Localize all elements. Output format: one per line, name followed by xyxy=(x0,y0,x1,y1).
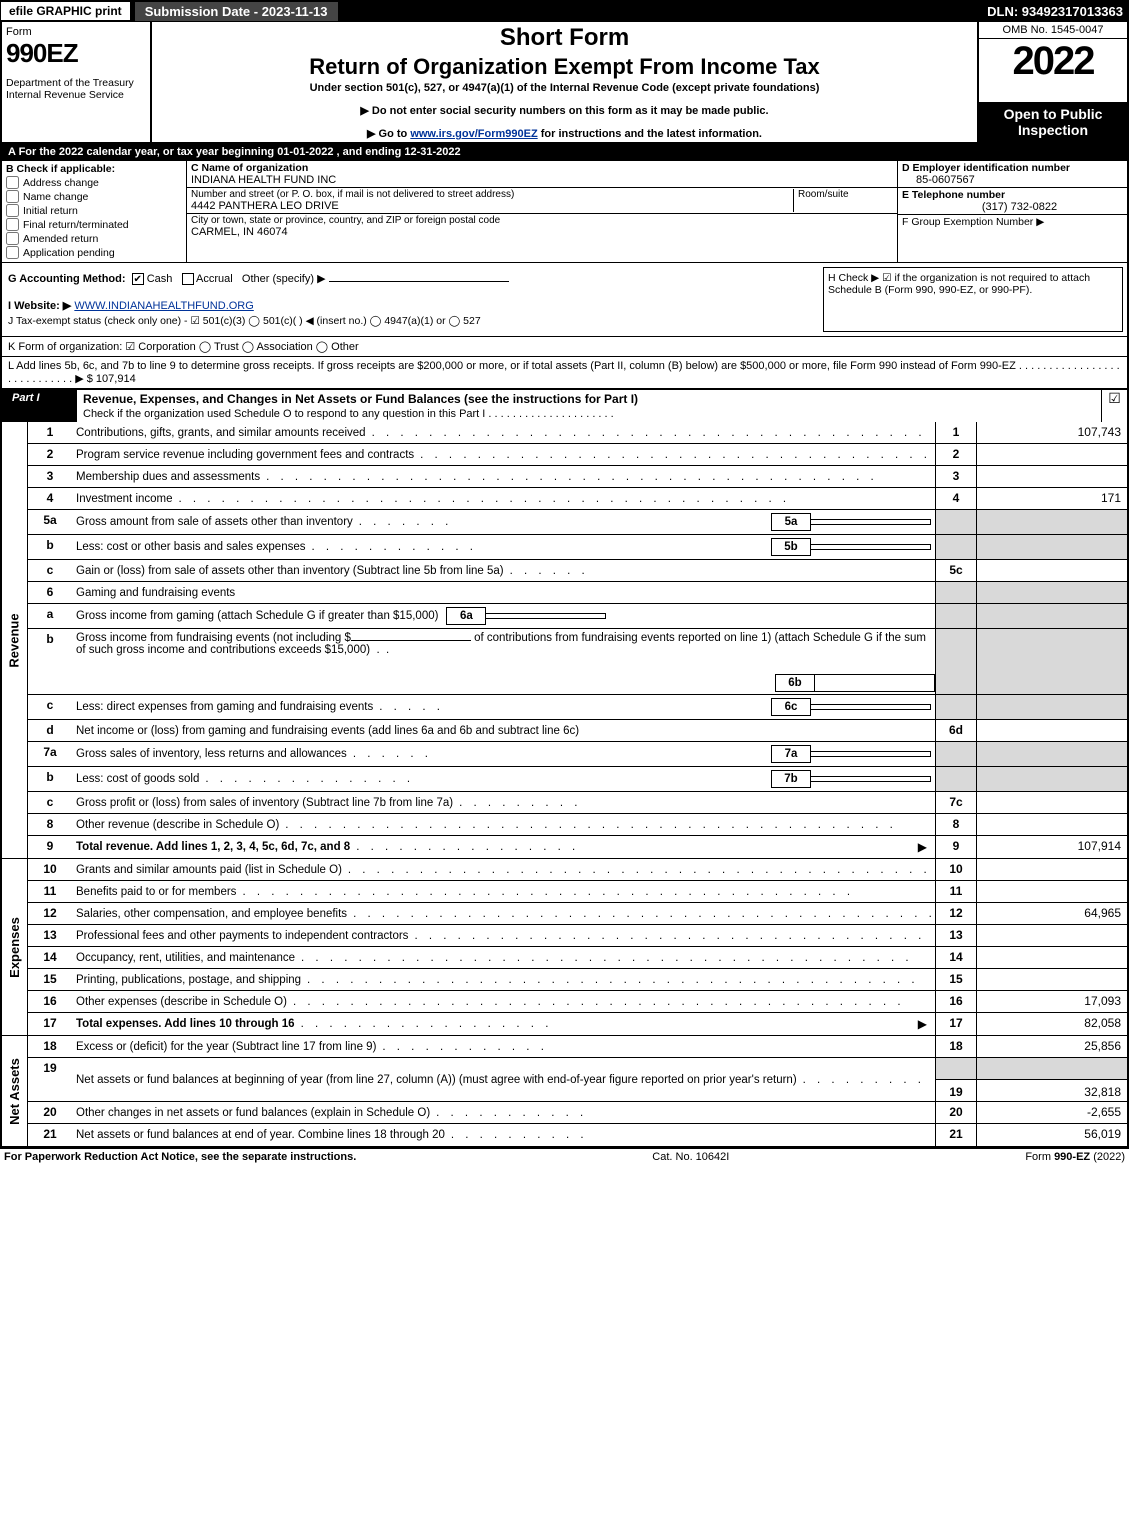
header-right: OMB No. 1545-0047 2022 Open to Public In… xyxy=(977,22,1127,142)
efile-print-button[interactable]: efile GRAPHIC print xyxy=(0,1,131,21)
revenue-section: Revenue 1Contributions, gifts, grants, a… xyxy=(0,422,1129,859)
tax-year: 2022 xyxy=(979,39,1127,102)
c-name-label: C Name of organization xyxy=(191,162,887,174)
val-20: -2,655 xyxy=(977,1102,1127,1123)
telephone: (317) 732-0822 xyxy=(916,201,1123,213)
cb-accrual[interactable] xyxy=(182,273,194,285)
val-5c xyxy=(977,560,1127,581)
line-l: L Add lines 5b, 6c, and 7b to line 9 to … xyxy=(0,357,1129,390)
form-header: Form 990EZ Department of the Treasury In… xyxy=(0,22,1129,144)
org-city: CARMEL, IN 46074 xyxy=(191,226,500,238)
org-address: 4442 PANTHERA LEO DRIVE xyxy=(191,200,793,212)
return-title: Return of Organization Exempt From Incom… xyxy=(160,54,969,80)
val-4: 171 xyxy=(977,488,1127,509)
b-label: B Check if applicable: xyxy=(6,163,182,175)
val-16: 17,093 xyxy=(977,991,1127,1012)
goto-post: for instructions and the latest informat… xyxy=(538,128,762,140)
goto-pre: ▶ Go to xyxy=(367,128,410,140)
form-number: 990EZ xyxy=(6,38,146,69)
val-11 xyxy=(977,881,1127,902)
val-10 xyxy=(977,859,1127,880)
room-label: Room/suite xyxy=(798,189,893,200)
irs-link[interactable]: www.irs.gov/Form990EZ xyxy=(410,128,537,140)
block-bcdef: B Check if applicable: Address change Na… xyxy=(0,161,1129,263)
i-website-label: I Website: ▶ xyxy=(8,300,71,312)
page-footer: For Paperwork Reduction Act Notice, see … xyxy=(0,1148,1129,1165)
val-7c xyxy=(977,792,1127,813)
e-label: E Telephone number xyxy=(902,189,1123,201)
cb-initial-return[interactable]: Initial return xyxy=(6,204,182,217)
val-3 xyxy=(977,466,1127,487)
website-link[interactable]: WWW.INDIANAHEALTHFUND.ORG xyxy=(74,300,253,312)
f-label: F Group Exemption Number ▶ xyxy=(902,216,1123,228)
section-de: D Employer identification number 85-0607… xyxy=(897,161,1127,262)
part1-header: Part I Revenue, Expenses, and Changes in… xyxy=(0,390,1129,422)
cb-address-change[interactable]: Address change xyxy=(6,176,182,189)
val-2 xyxy=(977,444,1127,465)
dln: DLN: 93492317013363 xyxy=(987,4,1129,19)
val-12: 64,965 xyxy=(977,903,1127,924)
val-14 xyxy=(977,947,1127,968)
cb-amended-return[interactable]: Amended return xyxy=(6,232,182,245)
cb-application-pending[interactable]: Application pending xyxy=(6,246,182,259)
val-15 xyxy=(977,969,1127,990)
expenses-sidelabel: Expenses xyxy=(2,859,28,1035)
cb-name-change[interactable]: Name change xyxy=(6,190,182,203)
form-label: Form xyxy=(6,26,146,38)
val-1: 107,743 xyxy=(977,422,1127,443)
short-form-title: Short Form xyxy=(160,24,969,52)
gross-receipts: 107,914 xyxy=(93,373,136,385)
val-13 xyxy=(977,925,1127,946)
c-city-label: City or town, state or province, country… xyxy=(191,215,500,226)
part1-label: Part I xyxy=(2,390,77,422)
netassets-section: Net Assets 18Excess or (deficit) for the… xyxy=(0,1036,1129,1148)
submission-date: Submission Date - 2023-11-13 xyxy=(135,2,338,21)
header-center: Short Form Return of Organization Exempt… xyxy=(152,22,977,142)
department: Department of the Treasury Internal Reve… xyxy=(6,77,146,101)
section-c: C Name of organization INDIANA HEALTH FU… xyxy=(187,161,897,262)
header-left: Form 990EZ Department of the Treasury In… xyxy=(2,22,152,142)
block-ghij: G Accounting Method: Cash Accrual Other … xyxy=(0,263,1129,337)
c-addr-label: Number and street (or P. O. box, if mail… xyxy=(191,189,793,200)
part1-checkbox[interactable]: ☑ xyxy=(1101,390,1127,422)
cb-final-return[interactable]: Final return/terminated xyxy=(6,218,182,231)
val-17: 82,058 xyxy=(977,1013,1127,1035)
under-section: Under section 501(c), 527, or 4947(a)(1)… xyxy=(160,82,969,94)
val-6d xyxy=(977,720,1127,741)
omb-number: OMB No. 1545-0047 xyxy=(979,22,1127,39)
cb-cash[interactable] xyxy=(132,273,144,285)
val-18: 25,856 xyxy=(977,1036,1127,1057)
j-tax-exempt: J Tax-exempt status (check only one) - ☑… xyxy=(8,315,813,327)
d-label: D Employer identification number xyxy=(902,162,1123,174)
revenue-sidelabel: Revenue xyxy=(2,422,28,858)
bullet-goto: ▶ Go to www.irs.gov/Form990EZ for instru… xyxy=(160,127,969,140)
val-19: 32,818 xyxy=(1084,1085,1121,1099)
val-9: 107,914 xyxy=(977,836,1127,858)
ein: 85-0607567 xyxy=(916,174,1123,186)
bullet-ssn: ▶ Do not enter social security numbers o… xyxy=(160,104,969,117)
topbar: efile GRAPHIC print Submission Date - 20… xyxy=(0,0,1129,22)
org-name: INDIANA HEALTH FUND INC xyxy=(191,174,893,186)
line-k: K Form of organization: ☑ Corporation ◯ … xyxy=(0,337,1129,357)
section-b: B Check if applicable: Address change Na… xyxy=(2,161,187,262)
g-left: G Accounting Method: Cash Accrual Other … xyxy=(2,263,819,336)
cat-no: Cat. No. 10642I xyxy=(356,1151,1025,1163)
val-21: 56,019 xyxy=(977,1124,1127,1146)
g-label: G Accounting Method: xyxy=(8,273,126,285)
line-a: A For the 2022 calendar year, or tax yea… xyxy=(0,144,1129,161)
form-footer: Form 990-EZ (2022) xyxy=(1025,1151,1125,1163)
section-h: H Check ▶ ☑ if the organization is not r… xyxy=(823,267,1123,332)
val-8 xyxy=(977,814,1127,835)
paperwork-notice: For Paperwork Reduction Act Notice, see … xyxy=(4,1151,356,1163)
netassets-sidelabel: Net Assets xyxy=(2,1036,28,1146)
part1-title: Revenue, Expenses, and Changes in Net As… xyxy=(77,390,1101,422)
open-inspection: Open to Public Inspection xyxy=(979,102,1127,142)
expenses-section: Expenses 10Grants and similar amounts pa… xyxy=(0,859,1129,1036)
